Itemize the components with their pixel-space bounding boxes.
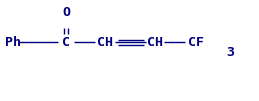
Text: CH: CH (147, 36, 163, 49)
Text: CF: CF (188, 36, 204, 49)
Text: 3: 3 (227, 46, 235, 59)
Text: C: C (62, 36, 70, 49)
Text: Ph: Ph (5, 36, 21, 49)
Text: CH: CH (97, 36, 113, 49)
Text: O: O (62, 6, 70, 19)
